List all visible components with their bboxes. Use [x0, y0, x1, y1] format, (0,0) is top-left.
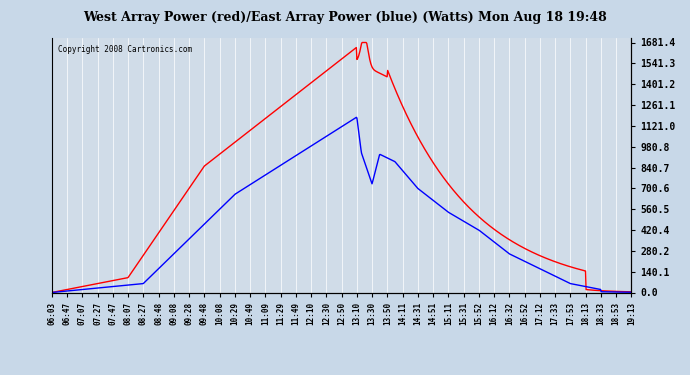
Text: West Array Power (red)/East Array Power (blue) (Watts) Mon Aug 18 19:48: West Array Power (red)/East Array Power …: [83, 11, 607, 24]
Text: Copyright 2008 Cartronics.com: Copyright 2008 Cartronics.com: [57, 45, 192, 54]
